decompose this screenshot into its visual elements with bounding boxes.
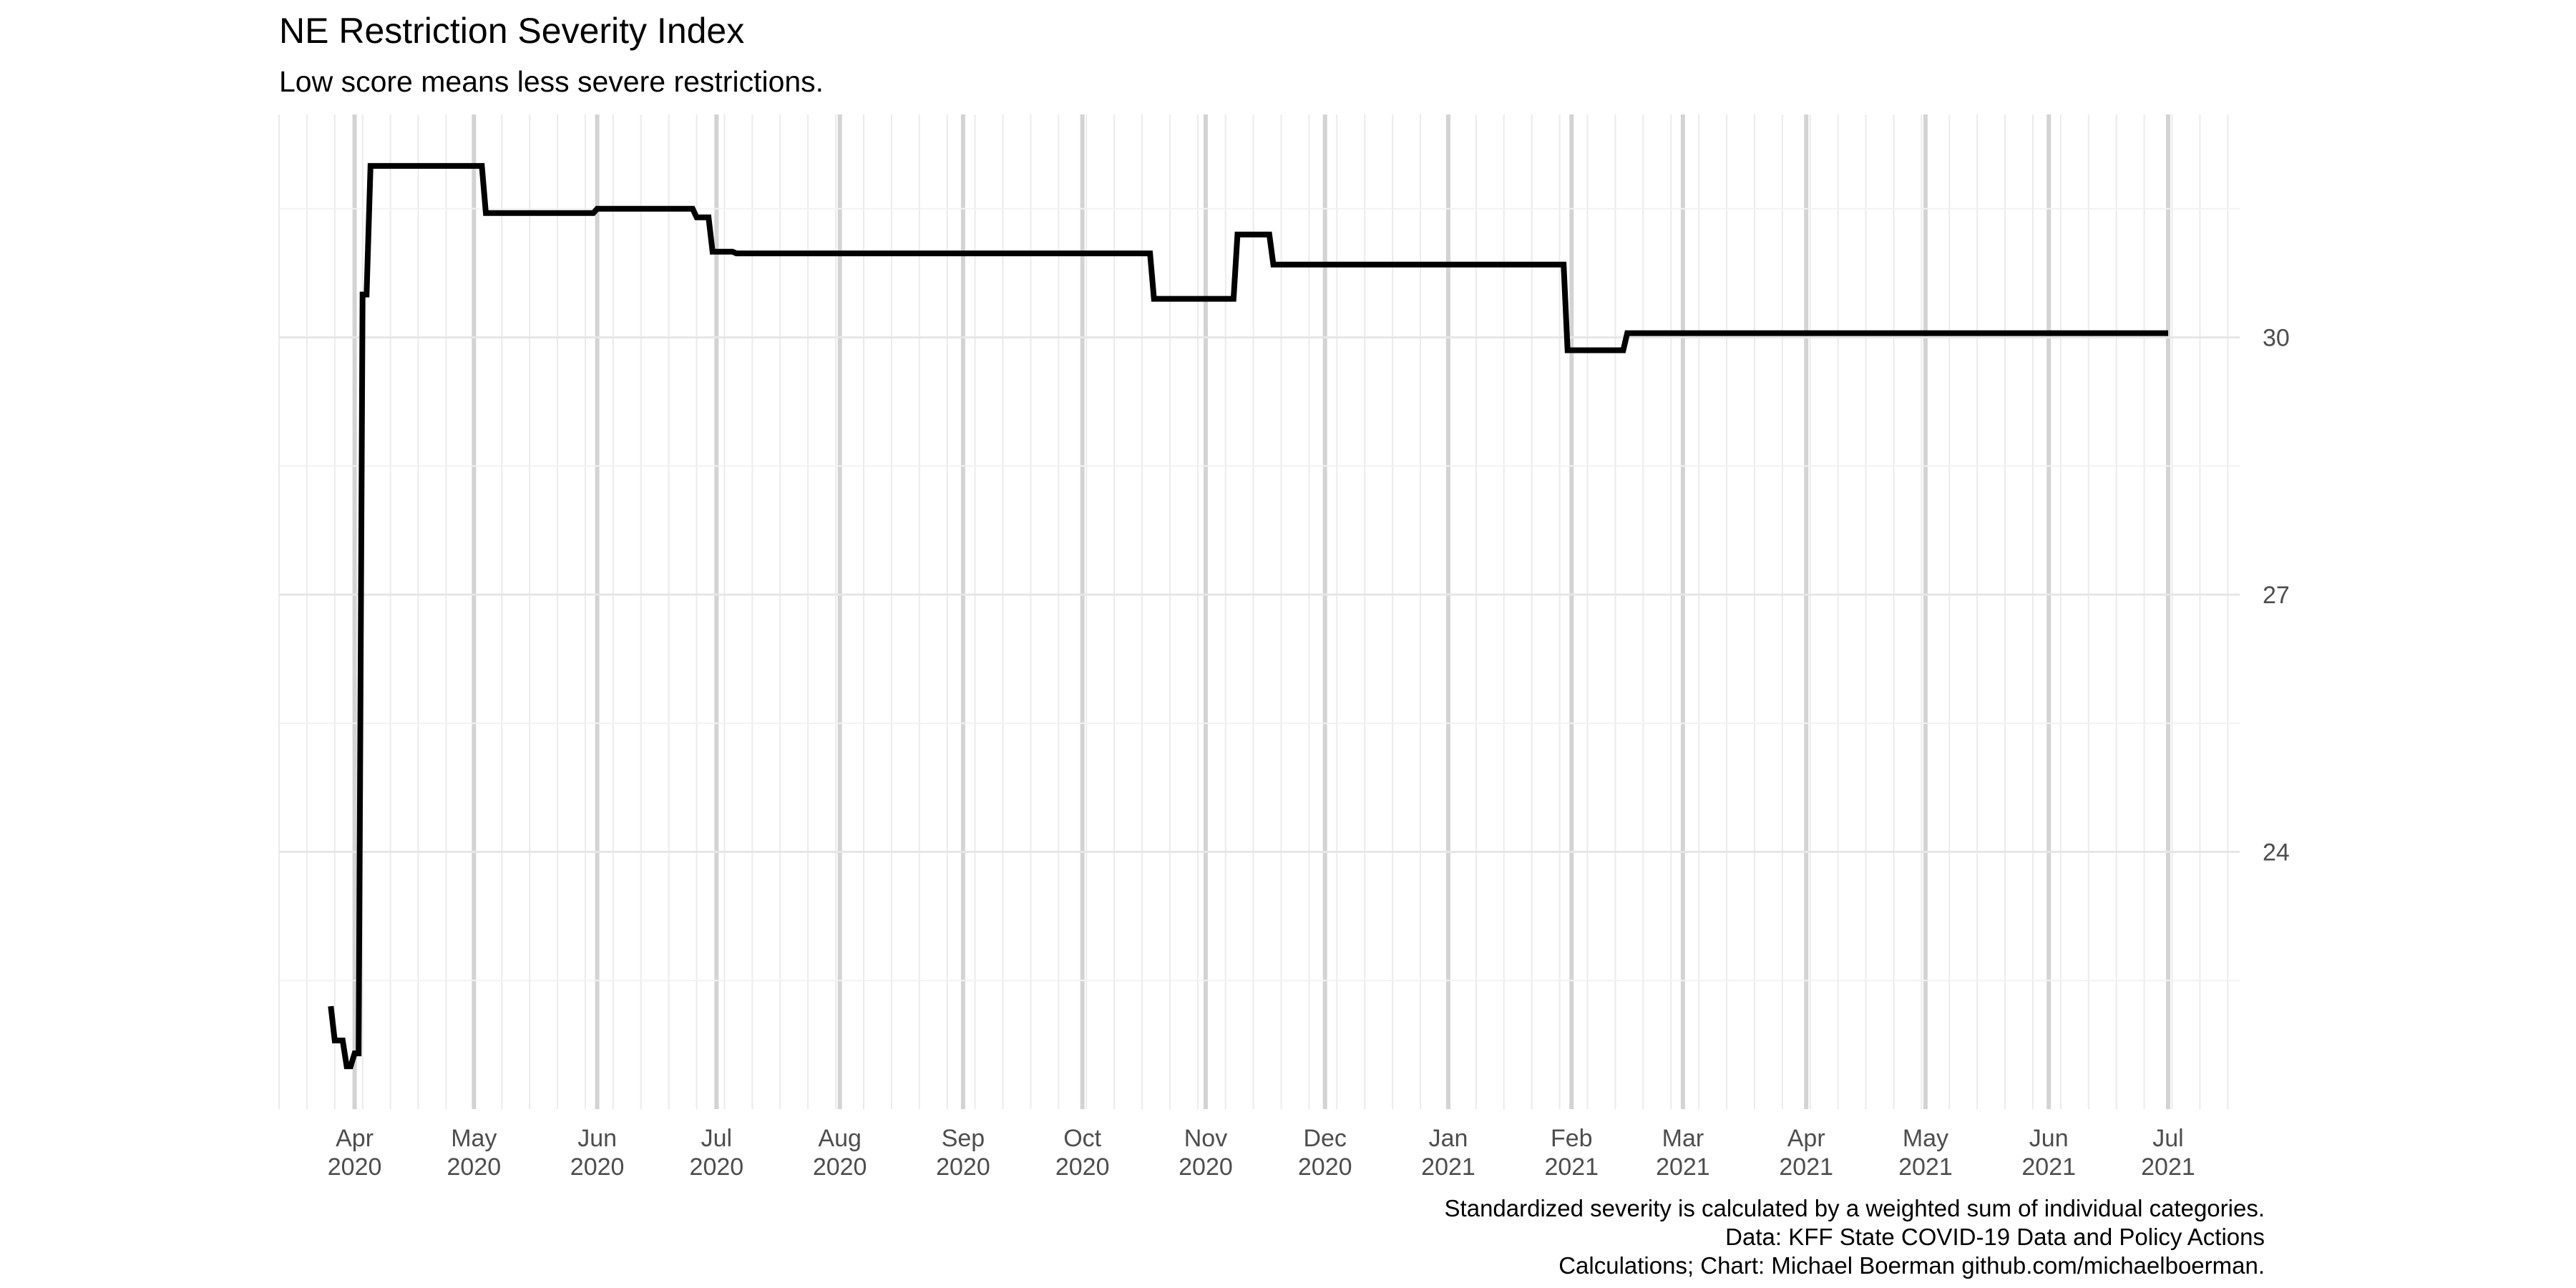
x-axis: Apr 2020 May 2020 Jun 2020 Jul 2020 Aug 2020 Sep 20… <box>328 1125 2195 1181</box>
y-tick-label: 30 <box>2263 325 2290 352</box>
x-tick-label: Jul 2021 <box>2141 1125 2195 1181</box>
x-tick-label: Sep 2020 <box>936 1125 990 1181</box>
chart-subtitle: Low score means less severe restrictions… <box>279 65 824 98</box>
x-tick-label: Aug 2020 <box>813 1125 867 1181</box>
caption: Standardized severity is calculated by a… <box>1445 1195 2265 1279</box>
x-tick-label: Jan 2021 <box>1421 1125 1475 1181</box>
x-tick-label: Jun 2020 <box>570 1125 625 1181</box>
x-tick-label: Apr 2020 <box>328 1125 382 1181</box>
x-tick-label: Jul 2020 <box>690 1125 744 1181</box>
x-tick-label: Oct 2020 <box>1055 1125 1110 1181</box>
x-tick-label: May 2021 <box>1898 1125 1953 1181</box>
x-tick-label: Jun 2021 <box>2021 1125 2076 1181</box>
x-tick-label: Feb 2021 <box>1544 1125 1599 1181</box>
y-axis: 24 27 30 <box>2263 325 2290 867</box>
chart-title: NE Restriction Severity Index <box>279 11 744 51</box>
x-tick-label: May 2020 <box>447 1125 502 1181</box>
caption-line: Data: KFF State COVID-19 Data and Policy… <box>1725 1224 2265 1250</box>
x-tick-label: Dec 2020 <box>1298 1125 1352 1181</box>
grid <box>278 114 2240 1109</box>
x-tick-label: Apr 2021 <box>1779 1125 1833 1181</box>
x-tick-label: Mar 2021 <box>1656 1125 1710 1181</box>
severity-index-line <box>328 162 2168 1070</box>
x-tick-label: Nov 2020 <box>1179 1125 1233 1181</box>
y-tick-label: 27 <box>2263 582 2290 609</box>
y-tick-label: 24 <box>2263 839 2290 867</box>
caption-line: Standardized severity is calculated by a… <box>1445 1195 2265 1221</box>
caption-line: Calculations; Chart: Michael Boerman git… <box>1558 1252 2265 1279</box>
